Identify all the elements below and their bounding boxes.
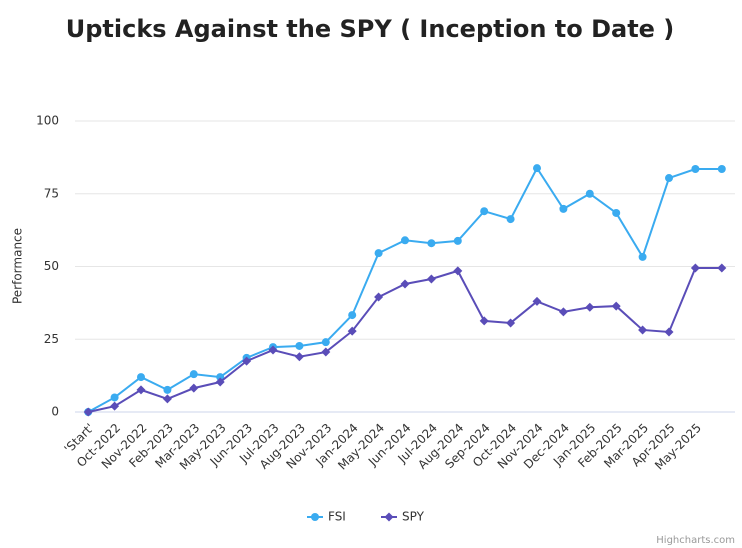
data-point	[691, 165, 700, 174]
data-point	[426, 274, 436, 284]
series-line	[87, 266, 722, 413]
data-point	[559, 204, 568, 213]
data-point	[506, 318, 516, 328]
data-point	[294, 352, 304, 362]
y-tick-label: 50	[44, 259, 59, 273]
data-point	[401, 236, 409, 245]
data-point	[690, 263, 700, 273]
series-line	[87, 166, 722, 413]
data-point	[585, 302, 595, 312]
data-point	[479, 316, 489, 326]
data-point	[638, 325, 648, 335]
legend-label: FSI	[328, 510, 346, 524]
legend-label: SPY	[402, 510, 425, 524]
data-point	[374, 292, 384, 302]
y-axis-label: Performance	[11, 228, 25, 304]
data-point	[453, 266, 463, 276]
data-point	[347, 326, 357, 336]
data-point	[453, 236, 462, 245]
data-point	[268, 345, 278, 355]
data-point	[189, 370, 198, 379]
data-point	[374, 249, 383, 258]
data-point	[110, 401, 120, 411]
data-point	[612, 208, 621, 217]
data-point	[163, 385, 172, 394]
data-point	[295, 341, 304, 350]
data-point	[638, 252, 647, 261]
data-point	[533, 164, 541, 173]
data-point	[427, 239, 436, 248]
y-tick-label: 25	[44, 332, 59, 346]
data-point	[664, 327, 674, 337]
data-point	[242, 356, 252, 366]
y-tick-label: 0	[51, 405, 59, 419]
data-point	[216, 373, 225, 382]
data-point	[665, 174, 673, 183]
data-point	[321, 338, 330, 347]
data-point	[400, 279, 410, 289]
data-point	[532, 296, 542, 306]
data-point	[137, 373, 145, 382]
data-point	[189, 383, 199, 393]
data-point	[585, 189, 594, 198]
data-point	[110, 393, 119, 402]
data-point	[480, 207, 489, 216]
data-point	[558, 307, 568, 317]
legend-marker	[311, 513, 319, 521]
data-point	[321, 347, 331, 357]
data-point	[83, 407, 93, 417]
data-point	[162, 394, 172, 404]
data-point	[717, 263, 727, 273]
y-tick-label: 100	[36, 114, 59, 128]
y-tick-label: 75	[44, 186, 59, 200]
credits: Highcharts.com	[656, 535, 735, 546]
data-point	[506, 215, 515, 224]
data-point	[611, 301, 621, 311]
legend-marker	[384, 512, 394, 522]
data-point	[717, 165, 726, 174]
chart-title: Upticks Against the SPY ( Inception to D…	[66, 15, 675, 43]
data-point	[136, 385, 146, 395]
data-point	[348, 311, 357, 320]
data-point	[215, 377, 225, 387]
